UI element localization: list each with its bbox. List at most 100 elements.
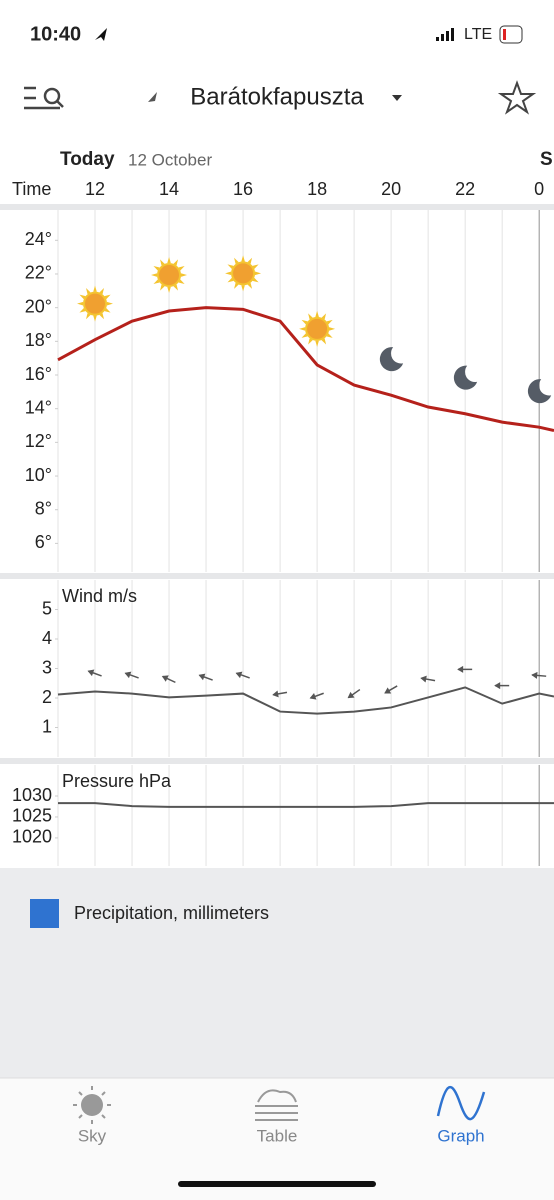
location-title[interactable]: Barátokfapuszta <box>190 83 364 110</box>
arrow-head <box>494 682 501 690</box>
sun-ray <box>77 301 84 306</box>
moon <box>527 379 552 404</box>
x-tick-label: 20 <box>381 179 401 199</box>
sun-ray <box>252 264 259 269</box>
sun-ray <box>104 308 111 313</box>
sun-ray <box>104 294 111 300</box>
weather-icon <box>225 255 262 292</box>
sun-ray <box>328 327 336 331</box>
sun-ray <box>315 310 319 318</box>
location-arrow <box>148 92 157 102</box>
sun-ray <box>99 313 105 320</box>
legend-swatch <box>30 899 59 928</box>
y-tick-label: 1030 <box>12 785 52 805</box>
sun-ray <box>247 282 253 289</box>
y-tick-label: 6° <box>35 532 52 552</box>
sun-ray <box>86 313 91 320</box>
sun-ray <box>299 327 306 331</box>
dropdown-caret[interactable] <box>392 95 402 101</box>
arrow-head <box>235 671 243 679</box>
data-line <box>58 802 554 808</box>
sky-icon[interactable] <box>73 1086 111 1124</box>
battery <box>499 25 523 44</box>
chart-title: Wind m/s <box>62 586 137 606</box>
sun-ray <box>308 338 313 345</box>
date-label: 12 October <box>128 150 212 169</box>
y-tick-label: 20° <box>25 296 52 316</box>
tab-label[interactable]: Graph <box>437 1126 484 1145</box>
sun-ray <box>252 277 259 283</box>
sun-ray <box>153 266 160 271</box>
sun-ray <box>99 288 105 295</box>
tab-label[interactable]: Sky <box>78 1126 107 1145</box>
arrow-head <box>198 673 206 681</box>
sun-ray <box>308 313 313 320</box>
sun-ray <box>241 255 245 262</box>
y-tick-label: 18° <box>25 330 52 350</box>
separator <box>0 204 554 210</box>
sun-ray <box>227 264 234 269</box>
sun-ray <box>234 257 239 264</box>
sun-ray <box>178 279 185 285</box>
sun-ray <box>86 288 91 295</box>
sun-ray <box>321 338 327 345</box>
wind-arrow <box>494 682 510 690</box>
sun-ray <box>93 315 97 322</box>
separator <box>0 758 554 764</box>
x-tick-label: 16 <box>233 179 253 199</box>
wind-arrow <box>309 692 324 700</box>
moon <box>379 347 404 372</box>
weather-icon <box>453 365 478 390</box>
weather-icon <box>299 310 336 347</box>
legend-label: Precipitation, millimeters <box>74 903 269 923</box>
sun-ray <box>241 285 245 292</box>
legend-panel <box>0 868 554 1078</box>
y-tick-label: 8° <box>35 498 52 518</box>
sun-ray <box>326 333 333 338</box>
wind-arrow <box>457 665 473 673</box>
arrow-head <box>347 691 355 699</box>
arrow-head <box>272 690 279 698</box>
y-tick-label: 12° <box>25 431 52 451</box>
sun-ray <box>326 319 333 325</box>
weather-icon <box>77 285 114 322</box>
y-tick-label: 22° <box>25 263 52 283</box>
y-tick-label: 5 <box>42 598 52 618</box>
day-label: Today <box>60 149 115 170</box>
favorite-button[interactable] <box>497 80 537 115</box>
wind-arrow <box>272 690 288 698</box>
wind-arrow <box>420 675 436 683</box>
wind-arrow <box>384 685 398 694</box>
sun-ray <box>93 285 97 292</box>
sun-ray <box>178 266 185 271</box>
next-day-label: S <box>540 149 553 170</box>
tab-label[interactable]: Table <box>257 1126 298 1145</box>
sun-ray <box>153 279 160 285</box>
sun-disc <box>83 291 108 316</box>
sun-ray <box>167 257 171 264</box>
home-indicator <box>178 1181 376 1187</box>
moon <box>453 365 478 390</box>
sun-ray <box>151 273 158 277</box>
signal <box>436 28 454 41</box>
weather-icon <box>151 257 188 294</box>
sun-ray <box>79 308 86 313</box>
chart-title: Pressure hPa <box>62 771 172 791</box>
y-tick-label: 1020 <box>12 827 52 847</box>
sun-ray <box>234 282 239 289</box>
sun-ray <box>167 286 171 294</box>
menu-search-button[interactable] <box>24 86 64 110</box>
sun-ray <box>160 259 165 266</box>
x-tick-label: 18 <box>307 179 327 199</box>
data-line <box>57 306 554 433</box>
y-tick-label: 2 <box>42 687 52 707</box>
graph-icon[interactable] <box>436 1085 486 1121</box>
sun-ray <box>106 301 114 306</box>
sun-ray <box>225 271 232 276</box>
wind-arrow <box>87 669 102 677</box>
y-tick-label: 3 <box>42 657 52 677</box>
table-icon[interactable] <box>255 1089 298 1121</box>
weather-icon <box>527 379 552 404</box>
